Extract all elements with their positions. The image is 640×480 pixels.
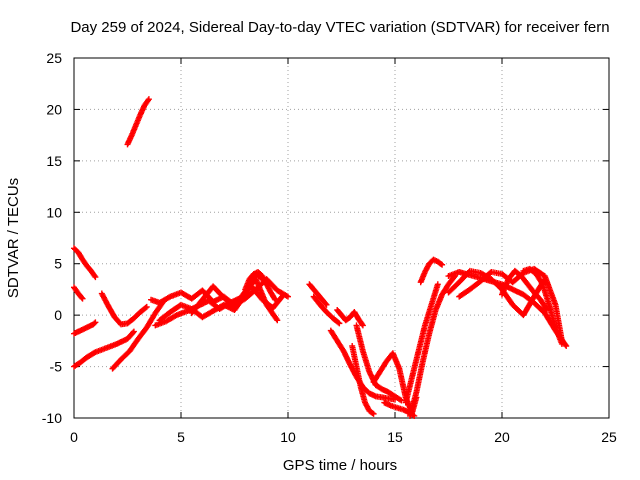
axis-ticks xyxy=(73,57,610,419)
data-point xyxy=(336,320,343,327)
data-point xyxy=(274,317,281,324)
x-tick-label: 10 xyxy=(280,429,296,445)
y-tick-label: -10 xyxy=(42,410,62,426)
data-point xyxy=(145,97,152,104)
data-point xyxy=(359,321,366,328)
y-axis-label: SDTVAR / TECUs xyxy=(5,178,22,298)
data-point xyxy=(285,293,291,300)
data-point xyxy=(130,328,137,335)
x-tick-label: 0 xyxy=(70,429,78,445)
y-tick-label: 0 xyxy=(54,307,62,323)
data-point xyxy=(438,260,445,267)
y-tick-label: 25 xyxy=(46,50,62,66)
data-point xyxy=(538,280,545,286)
x-tick-label: 5 xyxy=(177,429,185,445)
plot-frame xyxy=(73,57,610,419)
x-axis-label: GPS time / hours xyxy=(283,457,397,474)
chart-title: Day 259 of 2024, Sidereal Day-to-day VTE… xyxy=(70,19,609,36)
data-points xyxy=(71,96,570,419)
y-tick-labels: -10 -5 0 5 10 15 20 25 xyxy=(42,50,62,426)
data-point xyxy=(439,261,446,268)
y-tick-label: 15 xyxy=(46,153,62,169)
data-point xyxy=(397,396,404,403)
x-tick-label: 25 xyxy=(601,429,617,445)
data-point xyxy=(370,410,377,417)
data-point xyxy=(143,303,150,310)
data-point xyxy=(92,319,99,326)
data-point xyxy=(271,295,278,302)
data-point xyxy=(272,296,279,303)
data-point xyxy=(434,281,441,288)
data-point xyxy=(322,300,329,307)
data-point xyxy=(359,322,366,329)
data-point xyxy=(562,341,569,348)
data-point xyxy=(78,294,85,301)
data-point xyxy=(79,295,86,302)
grid-lines xyxy=(74,58,609,418)
data-point xyxy=(323,301,330,308)
y-tick-label: 20 xyxy=(46,101,62,117)
y-tick-label: 10 xyxy=(46,204,62,220)
data-point xyxy=(558,340,565,347)
data-point xyxy=(280,291,287,298)
data-point xyxy=(91,272,98,279)
data-point xyxy=(145,96,152,103)
y-tick-label: 5 xyxy=(54,256,62,272)
data-point xyxy=(273,316,280,323)
data-point xyxy=(369,410,376,417)
data-point xyxy=(92,274,99,281)
x-tick-label: 20 xyxy=(494,429,510,445)
data-point xyxy=(142,304,149,311)
data-point xyxy=(279,292,286,299)
data-point xyxy=(130,329,137,336)
data-point xyxy=(91,320,98,327)
data-point xyxy=(563,343,570,349)
y-tick-label: -5 xyxy=(50,359,63,375)
data-point xyxy=(335,319,342,326)
x-tick-label: 15 xyxy=(387,429,403,445)
x-tick-labels: 0 5 10 15 20 25 xyxy=(70,429,617,445)
